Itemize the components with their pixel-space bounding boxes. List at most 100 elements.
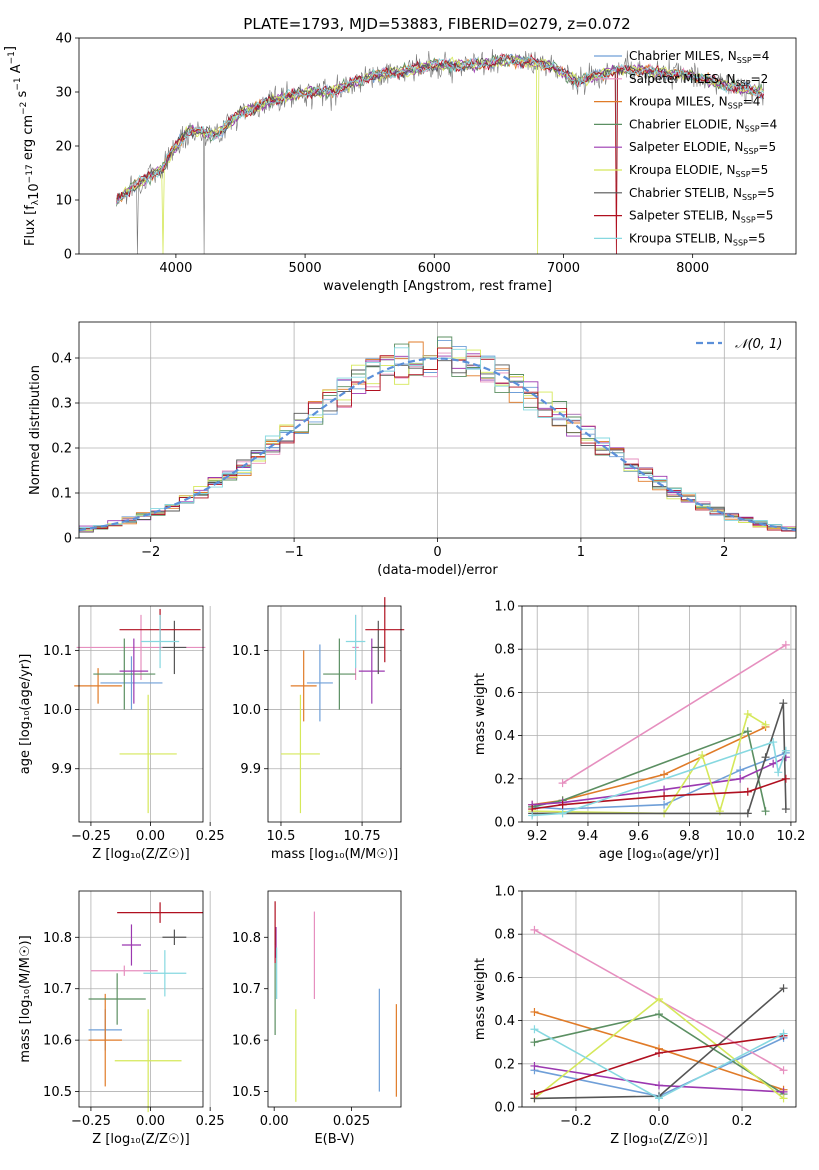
weight-marker	[660, 792, 669, 801]
x-axis-label: mass [log₁₀(M/M☉)]	[271, 847, 398, 862]
axes-frame	[78, 890, 204, 1108]
weight-marker	[660, 800, 669, 809]
y-tick-label: 0.1	[51, 487, 72, 502]
x-axis-label: Z [log₁₀(Z/Z☉)]	[92, 1132, 189, 1147]
x-tick-label: −0.25	[71, 1114, 111, 1129]
y-tick-label: 10.7	[43, 982, 72, 997]
panel-weight-vs-age: 9.2 9.4 9.6 9.8 10.0 10.2 0.0 0.2 0.4 0.6 0.8 1.0	[494, 600, 805, 845]
weight-marker	[530, 925, 539, 934]
y-axis-label: Flux [fλ10−17 erg cm−2 s−1 A−1]	[3, 46, 42, 246]
x-tick-label: 0.00	[260, 1114, 289, 1129]
axes-frame	[78, 605, 204, 823]
weight-marker	[779, 1066, 788, 1075]
x-tick-label: 9.8	[679, 829, 700, 844]
weight-marker	[736, 766, 745, 775]
figure-title: PLATE=1793, MJD=53883, FIBERID=0279, z=0…	[243, 15, 630, 33]
panel-spectrum: 4000 5000 6000 7000 8000 0 10 20 30 40	[55, 32, 797, 276]
panel-age-vs-Z: −0.25 0.00 0.25 9.9 10.0 10.1	[43, 605, 225, 844]
y-tick-label: 10.0	[232, 703, 261, 718]
y-tick-label: 9.9	[51, 762, 72, 777]
weight-marker	[558, 779, 567, 788]
y-tick-label: 9.9	[240, 762, 261, 777]
weight-marker	[528, 811, 537, 820]
y-tick-label: 1.0	[494, 885, 515, 900]
y-tick-label: 0.8	[494, 928, 515, 943]
axes-frame	[521, 890, 797, 1108]
y-tick-label: 0.2	[494, 1057, 515, 1072]
weight-marker	[655, 1010, 663, 1019]
x-axis-label: Z [log₁₀(Z/Z☉)]	[92, 847, 189, 862]
x-tick-label: 9.4	[578, 829, 599, 844]
y-axis-label: age [log₁₀(age/yr)]	[18, 654, 33, 775]
x-tick-label: −2	[141, 545, 160, 560]
weight-marker	[655, 1094, 663, 1103]
y-tick-label: 0.2	[51, 442, 72, 457]
weight-marker	[558, 800, 567, 809]
legend-entry: Chabrier ELODIE, NSSP=4	[629, 117, 777, 133]
x-tick-label: 10.75	[343, 829, 380, 844]
x-tick-label: 5000	[289, 261, 322, 276]
weight-series-line	[532, 756, 787, 806]
panel-residuals: −2 −1 0 1 2 0 0.1 0.2 0.3 0.4	[51, 321, 797, 560]
x-tick-label: 1	[577, 545, 585, 560]
y-tick-label: 20	[55, 140, 72, 155]
legend-entry: Chabrier STELIB, NSSP=5	[629, 186, 775, 202]
x-tick-label: 0.25	[196, 829, 225, 844]
axes-frame	[521, 605, 797, 823]
y-tick-label: 10.0	[43, 703, 72, 718]
legend-entry: Kroupa ELODIE, NSSP=5	[629, 163, 768, 179]
y-tick-label: 0.8	[494, 643, 515, 658]
y-tick-label: 0.3	[51, 397, 72, 412]
weight-marker	[761, 753, 770, 762]
x-tick-label: 0.25	[196, 1114, 225, 1129]
weight-marker	[779, 1029, 788, 1038]
axes-frame	[267, 605, 402, 823]
y-tick-label: 10.6	[43, 1034, 72, 1049]
weight-marker	[781, 805, 790, 814]
axes-frame	[267, 890, 402, 1108]
legend-entry-normal: 𝒩(0, 1)	[735, 337, 782, 352]
x-tick-label: 7000	[547, 261, 580, 276]
weight-marker	[779, 1094, 788, 1103]
y-axis-label: Normed distribution	[28, 365, 43, 495]
x-tick-label: −0.2	[560, 1114, 592, 1129]
y-tick-label: 0	[64, 532, 72, 547]
y-tick-label: 30	[55, 86, 72, 101]
x-tick-label: 2	[720, 545, 728, 560]
x-tick-label: 10.5	[266, 829, 295, 844]
weight-marker	[660, 770, 669, 779]
x-tick-label: 9.6	[628, 829, 649, 844]
normal-reference-curve	[78, 357, 797, 532]
weight-marker	[743, 809, 752, 818]
y-tick-label: 10.1	[43, 644, 72, 659]
y-axis-label: mass weight	[473, 958, 488, 1040]
weight-marker	[743, 727, 752, 736]
x-axis-label: (data-model)/error	[377, 563, 498, 578]
y-tick-label: 10.8	[232, 931, 261, 946]
x-tick-label: 0.0	[649, 1114, 670, 1129]
weight-marker	[655, 995, 663, 1003]
legend-entry: Salpeter STELIB, NSSP=5	[629, 209, 773, 225]
y-tick-label: 0.4	[494, 729, 515, 744]
panel-weight-vs-Z: −0.2 0.0 0.2 0.0 0.2 0.4 0.6 0.8 1.0	[494, 885, 797, 1129]
weight-series-line	[562, 644, 787, 784]
weight-series-line	[531, 726, 766, 806]
y-tick-label: 10.1	[232, 644, 261, 659]
x-tick-label: 10.0	[726, 829, 755, 844]
x-axis-label: Z [log₁₀(Z/Z☉)]	[610, 1132, 707, 1147]
weight-marker	[761, 720, 770, 729]
legend-entry: Salpeter MILES, NSSP=2	[629, 72, 768, 88]
y-tick-label: 10.7	[232, 982, 261, 997]
y-tick-label: 0.4	[51, 352, 72, 367]
y-axis-label: mass [log₁₀(M/M☉)]	[18, 935, 33, 1062]
weight-marker	[743, 787, 752, 796]
x-tick-label: 0.00	[136, 829, 165, 844]
x-tick-label: 10.2	[776, 829, 805, 844]
legend-entry: Kroupa MILES, NSSP=4	[629, 95, 760, 111]
legend-entry: Kroupa STELIB, NSSP=5	[629, 231, 766, 247]
weight-marker	[655, 1081, 663, 1090]
panel-mass-vs-Z: −0.25 0.00 0.25 10.5 10.6 10.7 10.8	[43, 890, 225, 1129]
y-tick-label: 10.6	[232, 1034, 261, 1049]
weight-marker	[530, 1007, 539, 1016]
x-tick-label: 9.2	[527, 829, 548, 844]
